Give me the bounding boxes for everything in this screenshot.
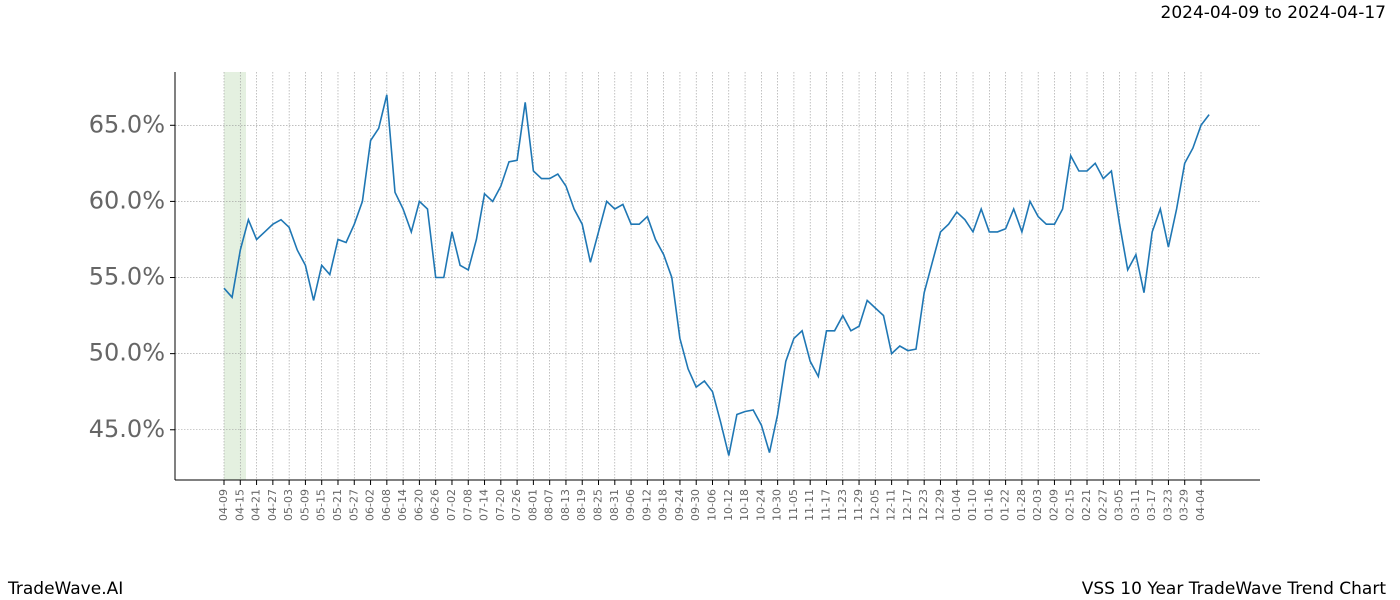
chart-title: VSS 10 Year TradeWave Trend Chart	[1082, 579, 1387, 599]
y-tick-label: 45.0%	[89, 415, 165, 443]
x-tick-label: 03-11	[1129, 489, 1142, 521]
y-tick-label: 50.0%	[89, 339, 165, 367]
x-tick-label: 02-21	[1080, 489, 1093, 521]
x-tick-label: 05-03	[282, 489, 295, 521]
x-tick-label: 01-16	[982, 489, 995, 521]
x-tick-label: 06-14	[396, 489, 409, 521]
x-tick-label: 10-30	[771, 489, 784, 521]
x-tick-label: 10-06	[706, 489, 719, 521]
y-tick-label: 55.0%	[89, 263, 165, 291]
x-tick-label: 12-29	[933, 489, 946, 521]
x-tick-label: 10-24	[754, 489, 767, 521]
x-tick-label: 07-02	[445, 489, 458, 521]
x-tick-label: 09-30	[689, 489, 702, 521]
x-tick-label: 05-21	[331, 489, 344, 521]
x-tick-label: 02-27	[1096, 489, 1109, 521]
x-tick-label: 11-05	[787, 489, 800, 521]
x-tick-label: 12-05	[868, 489, 881, 521]
x-tick-label: 01-04	[950, 489, 963, 521]
x-tick-label: 08-01	[526, 489, 539, 521]
x-tick-label: 07-08	[461, 489, 474, 521]
x-tick-label: 09-24	[673, 489, 686, 521]
x-tick-label: 02-15	[1064, 489, 1077, 521]
x-tick-label: 09-18	[657, 489, 670, 521]
y-tick-label: 65.0%	[89, 110, 165, 138]
x-tick-label: 02-03	[1031, 489, 1044, 521]
x-tick-label: 11-23	[836, 489, 849, 521]
x-tick-label: 10-18	[738, 489, 751, 521]
x-tick-label: 04-09	[217, 489, 230, 521]
x-tick-label: 09-12	[640, 489, 653, 521]
trend-line	[223, 94, 1210, 456]
x-tick-label: 06-02	[364, 489, 377, 521]
x-tick-label: 04-04	[1194, 489, 1207, 521]
x-tick-label: 08-31	[608, 489, 621, 521]
x-tick-label: 06-20	[412, 489, 425, 521]
x-tick-label: 03-29	[1178, 489, 1191, 521]
x-tick-label: 08-13	[559, 489, 572, 521]
x-tick-label: 04-27	[266, 489, 279, 521]
x-tick-label: 12-23	[917, 489, 930, 521]
x-tick-label: 04-15	[233, 489, 246, 521]
y-tick-label: 60.0%	[89, 186, 165, 214]
date-range: 2024-04-09 to 2024-04-17	[1161, 3, 1386, 23]
x-tick-label: 08-19	[575, 489, 588, 521]
x-tick-label: 02-09	[1047, 489, 1060, 521]
x-tick-label: 05-15	[315, 489, 328, 521]
x-tick-label: 01-10	[966, 489, 979, 521]
x-tick-label: 11-29	[852, 489, 865, 521]
x-tick-label: 08-07	[543, 489, 556, 521]
x-tick-label: 11-17	[819, 489, 832, 521]
x-tick-label: 09-06	[624, 489, 637, 521]
x-tick-label: 10-12	[722, 489, 735, 521]
x-tick-label: 06-26	[429, 489, 442, 521]
x-tick-label: 03-23	[1161, 489, 1174, 521]
x-tick-label: 03-05	[1113, 489, 1126, 521]
x-tick-label: 07-20	[494, 489, 507, 521]
x-tick-label: 03-17	[1145, 489, 1158, 521]
x-tick-label: 01-28	[1015, 489, 1028, 521]
x-tick-label: 11-11	[803, 489, 816, 521]
brand: TradeWave.AI	[7, 579, 123, 599]
x-tick-label: 05-09	[298, 489, 311, 521]
x-tick-label: 04-21	[250, 489, 263, 521]
x-tick-label: 12-17	[901, 489, 914, 521]
x-tick-label: 05-27	[347, 489, 360, 521]
x-tick-label: 06-08	[380, 489, 393, 521]
x-tick-label: 12-11	[885, 489, 898, 521]
x-tick-label: 07-14	[478, 489, 491, 521]
x-tick-label: 01-22	[999, 489, 1012, 521]
x-tick-label: 08-25	[592, 489, 605, 521]
x-tick-label: 07-26	[510, 489, 523, 521]
